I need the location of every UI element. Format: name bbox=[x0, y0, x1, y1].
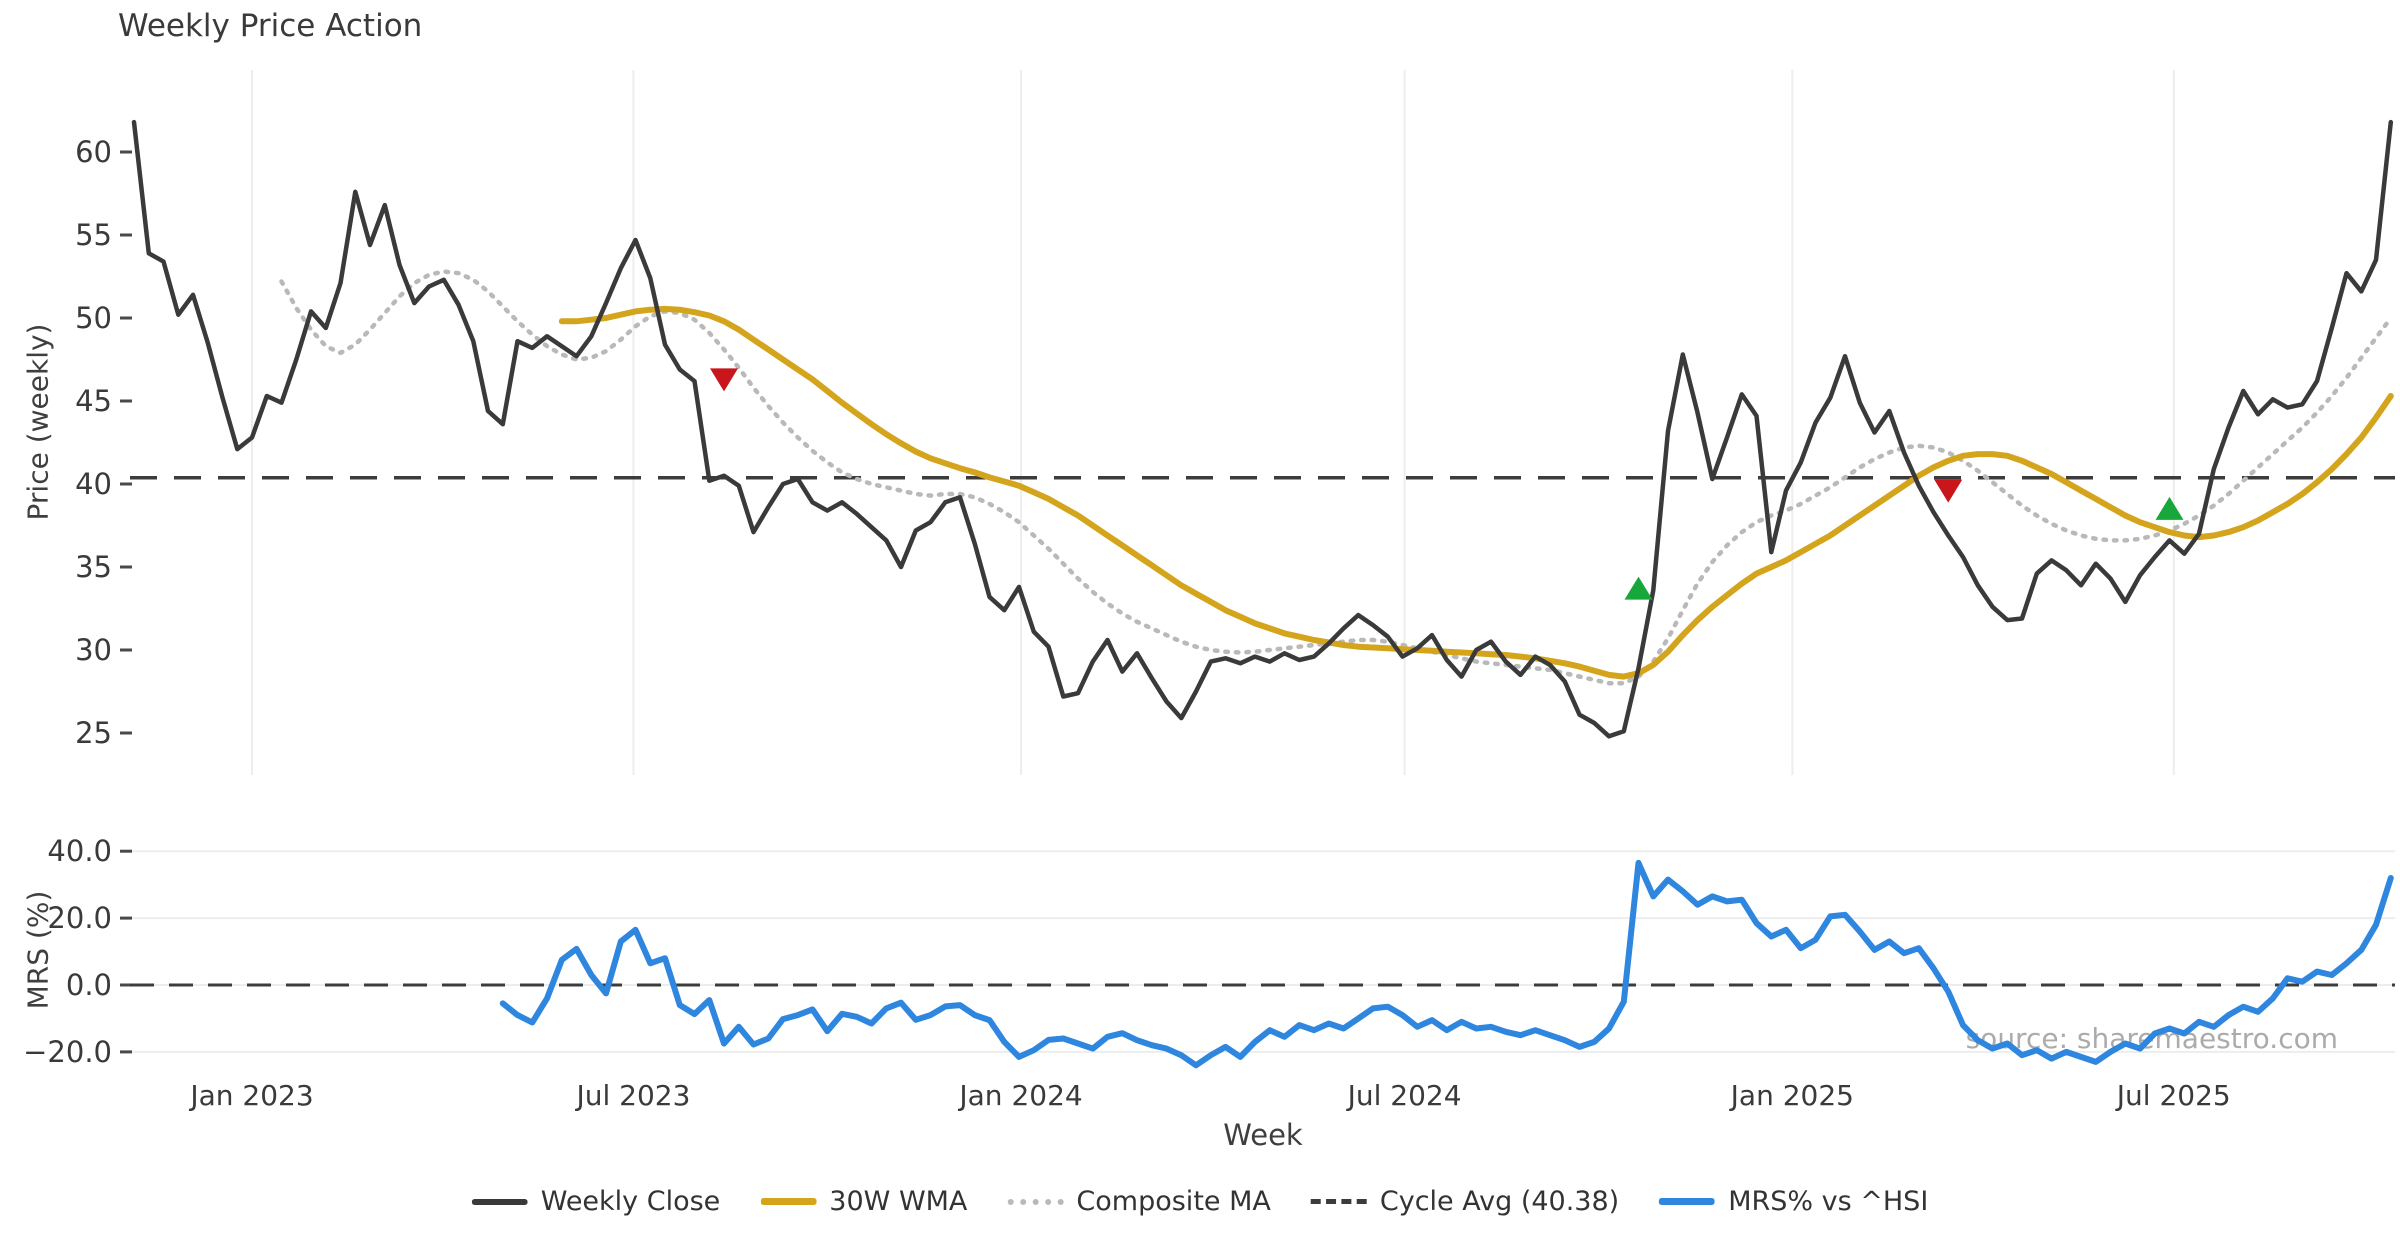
price-tick-label: 50 bbox=[75, 301, 112, 335]
composite-ma-line bbox=[279, 269, 2394, 686]
mrs-line bbox=[499, 859, 2394, 1069]
price-tick-label: 60 bbox=[75, 135, 112, 169]
mrs-tick-label: 40.0 bbox=[47, 834, 112, 868]
legend-label: Weekly Close bbox=[540, 1186, 721, 1217]
composite-line-sample-icon bbox=[1007, 1198, 1064, 1205]
x-axis-label: Week bbox=[1223, 1118, 1303, 1152]
mrs-line-sample-icon bbox=[1659, 1198, 1716, 1205]
buy-signal-marker bbox=[1624, 576, 1653, 600]
mrs-tick-label: 0.0 bbox=[66, 968, 112, 1002]
x-tick-label: Jul 2024 bbox=[1346, 1079, 1462, 1112]
legend-label: MRS% vs ^HSI bbox=[1728, 1186, 1929, 1217]
buy-signal-marker bbox=[2155, 496, 2184, 520]
legend-item-cycle-avg: Cycle Avg (40.38) bbox=[1310, 1186, 1620, 1217]
legend-item-wma: 30W WMA bbox=[760, 1186, 967, 1217]
legend-item-composite: Composite MA bbox=[1007, 1186, 1271, 1217]
price-tick-label: 35 bbox=[75, 550, 112, 584]
sell-signal-marker bbox=[1934, 479, 1963, 503]
price-tick-label: 45 bbox=[75, 384, 112, 418]
mrs-axis-label: MRS (%) bbox=[21, 890, 55, 1010]
price-tick-label: 40 bbox=[75, 467, 112, 501]
chart-title: Weekly Price Action bbox=[118, 8, 423, 44]
legend-label: Cycle Avg (40.38) bbox=[1379, 1186, 1620, 1217]
sell-signal-marker bbox=[710, 368, 738, 392]
legend-item-weekly-close: Weekly Close bbox=[471, 1186, 721, 1217]
legend-item-mrs: MRS% vs ^HSI bbox=[1659, 1186, 1928, 1217]
wma-30w-line bbox=[558, 305, 2394, 680]
legend-label: Composite MA bbox=[1076, 1186, 1271, 1217]
price-tick-label: 25 bbox=[75, 716, 112, 750]
legend-label: 30W WMA bbox=[829, 1186, 968, 1217]
price-tick-label: 55 bbox=[75, 218, 112, 252]
x-tick-label: Jul 2025 bbox=[2115, 1079, 2231, 1112]
x-tick-label: Jan 2025 bbox=[1729, 1079, 1854, 1112]
cycle-avg-line-sample-icon bbox=[1310, 1199, 1367, 1204]
price-axis-label: Price (weekly) bbox=[21, 323, 55, 521]
mrs-tick-label: 20.0 bbox=[47, 901, 112, 935]
weekly-close-line-sample-icon bbox=[471, 1198, 528, 1205]
legend: Weekly Close 30W WMA Composite MA Cycle … bbox=[471, 1186, 1928, 1217]
x-tick-label: Jul 2023 bbox=[574, 1079, 690, 1112]
mrs-tick-label: −20.0 bbox=[23, 1035, 112, 1069]
weekly-close-line bbox=[131, 119, 2394, 739]
wma-line-sample-icon bbox=[760, 1198, 817, 1205]
x-tick-label: Jan 2023 bbox=[188, 1079, 313, 1112]
price-tick-label: 30 bbox=[75, 633, 112, 667]
x-tick-label: Jan 2024 bbox=[957, 1079, 1082, 1112]
